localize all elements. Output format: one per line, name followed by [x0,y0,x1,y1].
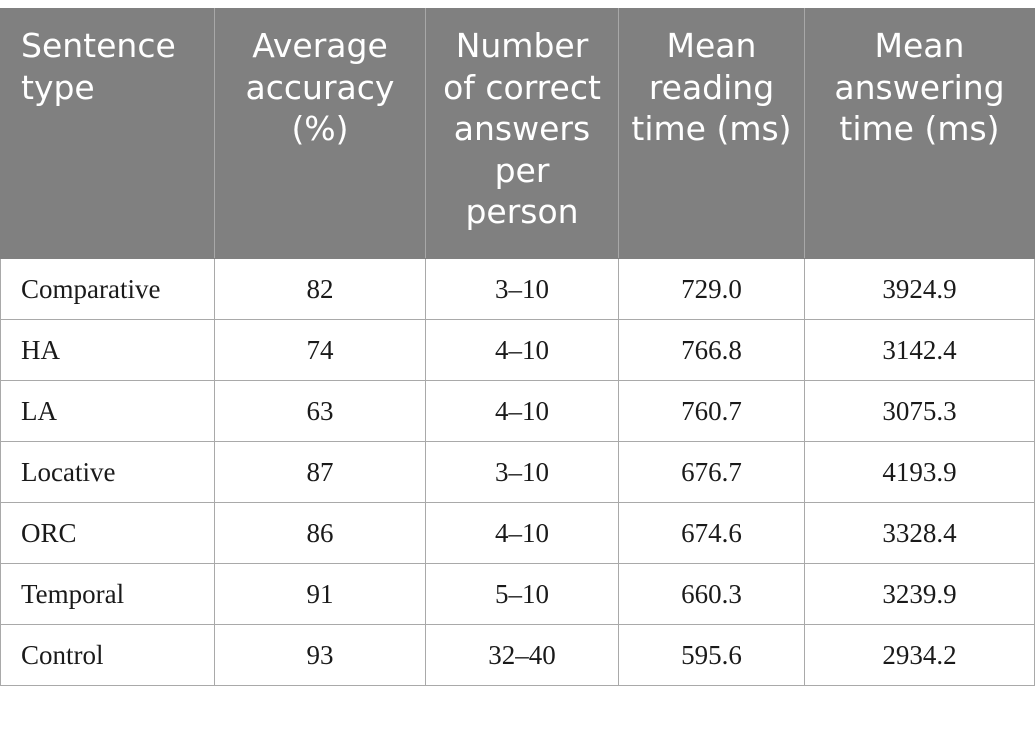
table-row: LA 63 4–10 760.7 3075.3 [0,380,1035,442]
cell-average-accuracy: 87 [214,441,426,503]
header-row: Sentence type Average accuracy (%) Numbe… [0,8,1035,259]
cell-mean-reading-time: 766.8 [618,319,805,381]
header-average-accuracy: Average accuracy (%) [214,8,426,259]
table-row: ORC 86 4–10 674.6 3328.4 [0,502,1035,564]
cell-correct-answers: 5–10 [425,563,619,625]
table-row: HA 74 4–10 766.8 3142.4 [0,319,1035,381]
cell-sentence-type: Temporal [0,563,215,625]
cell-mean-answering-time: 4193.9 [804,441,1035,503]
cell-mean-reading-time: 595.6 [618,624,805,686]
cell-correct-answers: 4–10 [425,319,619,381]
header-correct-answers: Number of correct answers per person [425,8,619,259]
cell-sentence-type: Comparative [0,258,215,320]
cell-correct-answers: 32–40 [425,624,619,686]
cell-average-accuracy: 74 [214,319,426,381]
cell-mean-answering-time: 3328.4 [804,502,1035,564]
table-row: Control 93 32–40 595.6 2934.2 [0,624,1035,686]
results-table: Sentence type Average accuracy (%) Numbe… [0,8,1035,686]
table-row: Locative 87 3–10 676.7 4193.9 [0,441,1035,503]
cell-average-accuracy: 86 [214,502,426,564]
header-sentence-type: Sentence type [0,8,215,259]
cell-sentence-type: ORC [0,502,215,564]
cell-mean-reading-time: 660.3 [618,563,805,625]
table-header: Sentence type Average accuracy (%) Numbe… [0,8,1035,259]
cell-mean-answering-time: 3142.4 [804,319,1035,381]
cell-sentence-type: Control [0,624,215,686]
cell-average-accuracy: 91 [214,563,426,625]
cell-mean-reading-time: 674.6 [618,502,805,564]
cell-average-accuracy: 82 [214,258,426,320]
header-mean-answering-time: Mean answering time (ms) [804,8,1035,259]
cell-sentence-type: HA [0,319,215,381]
cell-correct-answers: 3–10 [425,441,619,503]
header-mean-reading-time: Mean reading time (ms) [618,8,805,259]
cell-mean-answering-time: 3075.3 [804,380,1035,442]
cell-average-accuracy: 63 [214,380,426,442]
cell-sentence-type: LA [0,380,215,442]
table-row: Comparative 82 3–10 729.0 3924.9 [0,258,1035,320]
cell-correct-answers: 4–10 [425,502,619,564]
cell-mean-answering-time: 3239.9 [804,563,1035,625]
table-row: Temporal 91 5–10 660.3 3239.9 [0,563,1035,625]
cell-mean-answering-time: 3924.9 [804,258,1035,320]
cell-mean-reading-time: 760.7 [618,380,805,442]
cell-sentence-type: Locative [0,441,215,503]
cell-correct-answers: 4–10 [425,380,619,442]
cell-mean-reading-time: 729.0 [618,258,805,320]
cell-mean-reading-time: 676.7 [618,441,805,503]
cell-mean-answering-time: 2934.2 [804,624,1035,686]
table-body: Comparative 82 3–10 729.0 3924.9 HA 74 4… [0,258,1035,686]
cell-correct-answers: 3–10 [425,258,619,320]
cell-average-accuracy: 93 [214,624,426,686]
